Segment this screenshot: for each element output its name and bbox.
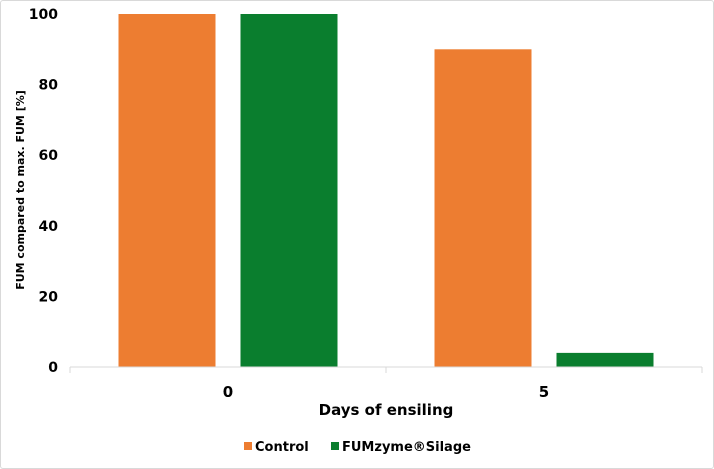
y-tick-label: 20: [39, 289, 59, 305]
bar-fumzyme-day-0: [240, 14, 338, 367]
bar-fumzyme-day-5: [556, 352, 654, 367]
bars: [118, 14, 654, 368]
legend: Control FUMzyme®Silage: [244, 440, 471, 455]
y-tick-label: 100: [29, 7, 58, 23]
bar-control-day-5: [434, 49, 532, 368]
y-tick-label: 80: [39, 78, 59, 94]
legend-label-fumzyme: FUMzyme®Silage: [342, 440, 471, 455]
y-tick-label: 40: [39, 219, 59, 235]
y-axis-ticks: 0 20 40 60 80 100: [29, 7, 58, 376]
x-tick-label: 5: [539, 383, 549, 401]
x-tick-label: 0: [223, 383, 233, 401]
y-tick-label: 0: [48, 360, 58, 376]
legend-swatch-fumzyme: [331, 442, 339, 450]
legend-label-control: Control: [255, 440, 309, 455]
x-axis-title: Days of ensiling: [319, 401, 454, 419]
y-tick-label: 60: [39, 148, 59, 164]
legend-swatch-control: [244, 442, 252, 450]
bar-control-day-0: [118, 14, 216, 367]
y-axis-title: FUM compared to max. FUM [%]: [14, 90, 27, 290]
